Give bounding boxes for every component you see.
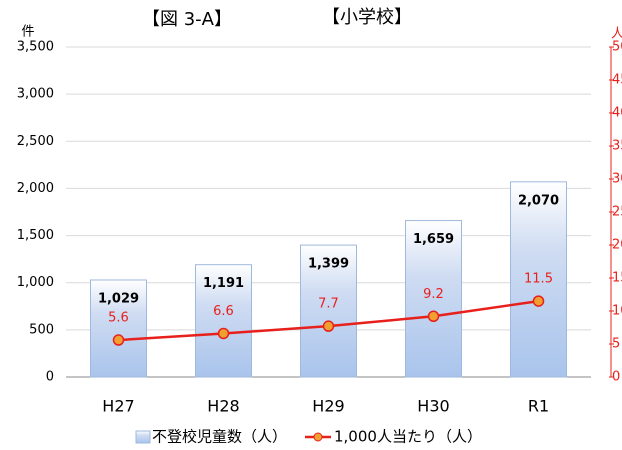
- y-tick-label: 2,500: [17, 134, 54, 149]
- y-tick-label: 1,500: [17, 228, 54, 243]
- bar: [510, 181, 567, 378]
- bar: [195, 264, 252, 378]
- y-tick-label: 0: [46, 370, 54, 385]
- bar-value-label: 1,029: [98, 291, 139, 306]
- y2-tick-label: 30: [612, 172, 622, 187]
- bar-value-label: 1,191: [203, 276, 244, 291]
- line-value-label: 5.6: [108, 311, 129, 326]
- y2-tick-label: 0: [612, 370, 620, 385]
- y-tick-label: 2,000: [17, 181, 54, 196]
- y-tick-label: 3,000: [17, 87, 54, 102]
- y2-tick-label: 5: [612, 337, 620, 352]
- legend-label: 1,000人当たり（人）: [334, 428, 482, 446]
- y2-tick-label: 50: [612, 40, 622, 55]
- x-tick-label: R1: [528, 397, 549, 416]
- bar: [300, 244, 357, 378]
- x-tick-label: H27: [102, 397, 134, 416]
- line-value-label: 6.6: [213, 304, 234, 319]
- line-marker: [112, 334, 125, 346]
- chart-subtitle: 【小学校】: [322, 7, 412, 28]
- y-tick-label: 1,000: [17, 275, 54, 290]
- legend-swatch-marker: [313, 432, 323, 442]
- y2-tick-label: 40: [612, 106, 622, 121]
- bar-value-label: 2,070: [518, 193, 559, 208]
- y2-tick-label: 35: [612, 139, 622, 154]
- bar-value-label: 1,659: [413, 232, 454, 247]
- y-tick-label: 3,500: [17, 40, 54, 55]
- line-value-label: 7.7: [318, 297, 339, 312]
- y2-axis-label: 人: [611, 27, 622, 42]
- y2-tick-label: 10: [612, 304, 622, 319]
- line-marker: [217, 327, 230, 340]
- x-tick-label: H29: [312, 397, 344, 416]
- x-tick-label: H30: [417, 397, 449, 416]
- bar: [90, 279, 147, 378]
- y-axis-label: 件: [21, 25, 34, 40]
- line-marker: [427, 310, 440, 323]
- y2-tick-label: 45: [612, 73, 622, 88]
- y-tick-label: 500: [29, 322, 54, 337]
- line-marker: [322, 320, 335, 332]
- y2-tick-label: 20: [612, 238, 622, 253]
- chart-title: 【図 3-A】: [142, 9, 232, 30]
- bar-value-label: 1,399: [308, 257, 349, 272]
- y2-tick-label: 25: [612, 205, 622, 220]
- line-value-label: 9.2: [423, 287, 444, 302]
- line-value-label: 11.5: [524, 272, 553, 287]
- legend-swatch: [135, 430, 151, 444]
- line-marker: [532, 295, 545, 307]
- legend-label: 不登校児童数（人）: [152, 428, 287, 446]
- bar: [405, 220, 462, 378]
- y2-tick-label: 15: [612, 271, 622, 286]
- x-tick-label: H28: [207, 397, 239, 416]
